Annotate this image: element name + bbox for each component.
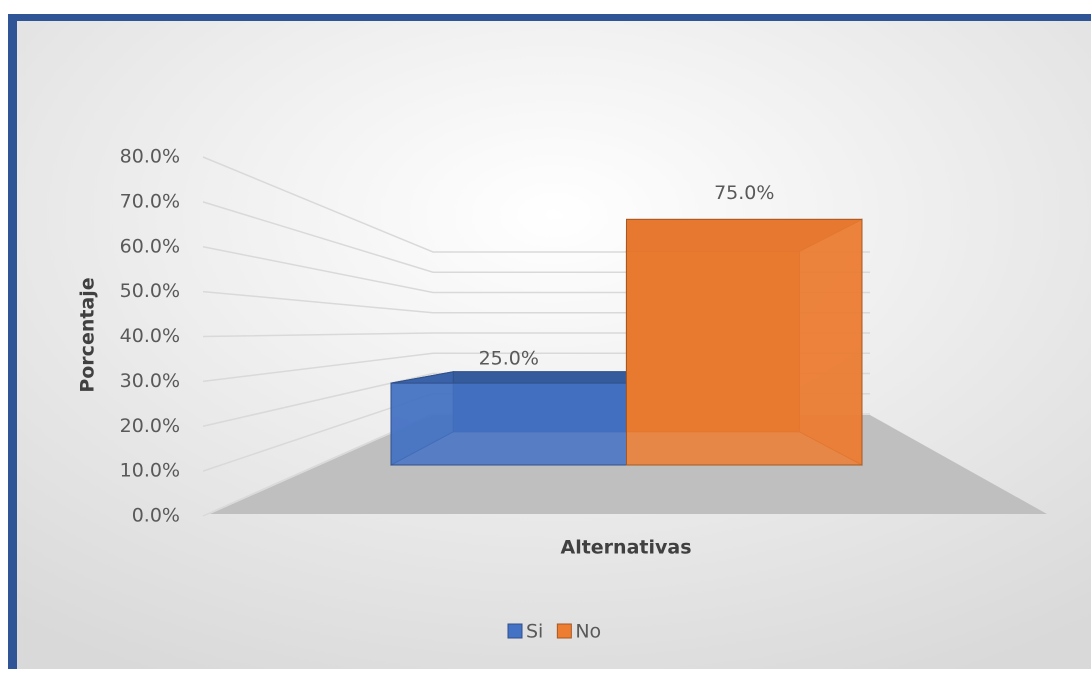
legend-swatch [507,623,523,639]
y-tick-label: 40.0% [120,325,180,347]
data-label: 75.0% [714,182,774,204]
bar [626,218,863,466]
y-tick-label: 20.0% [120,415,180,437]
legend-label: Si [526,621,543,643]
y-tick-label: 30.0% [120,370,180,392]
x-axis-title: Alternativas [560,537,691,559]
y-axis-title: Porcentaje [77,277,99,392]
legend-label: No [575,621,601,643]
y-tick-label: 50.0% [120,280,180,302]
y-tick-label: 0.0% [132,505,180,527]
plot-background [17,21,1091,669]
y-tick-label: 10.0% [120,460,180,482]
legend-swatch [556,623,572,639]
y-tick-label: 70.0% [120,190,180,212]
bar [390,382,627,466]
y-tick-label: 60.0% [120,235,180,257]
data-label: 25.0% [479,348,539,370]
y-tick-label: 80.0% [120,146,180,168]
